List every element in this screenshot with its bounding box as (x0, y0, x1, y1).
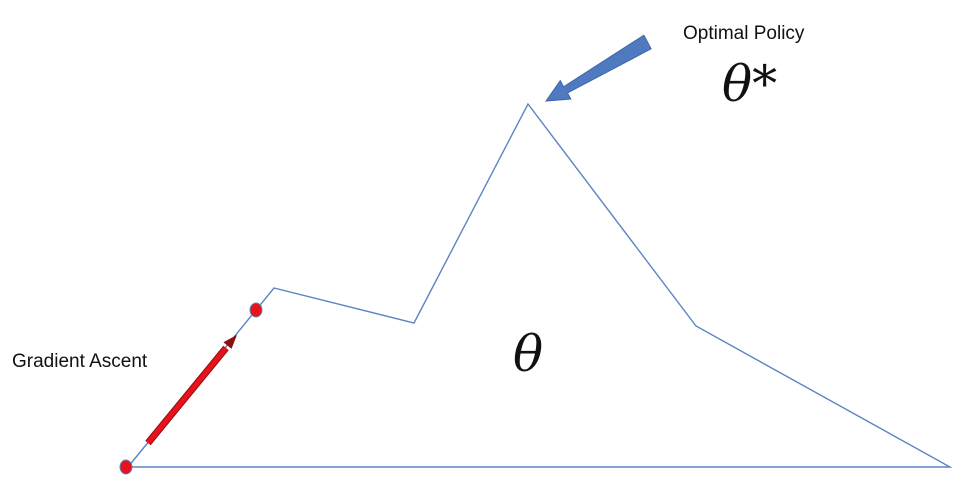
gradient-ascent-label: Gradient Ascent (12, 351, 148, 372)
next-point (249, 302, 263, 318)
red-arrow-shaft-fill (146, 346, 228, 445)
red-arrow-head (223, 334, 237, 349)
theta-label: θ (513, 325, 543, 383)
optimal-policy-arrow (544, 34, 652, 102)
theta-star-label: θ* (722, 55, 777, 113)
start-point (119, 459, 133, 475)
policy-landscape-outline (126, 102, 953, 468)
blue-arrow-shape (544, 34, 652, 102)
gradient-ascent-arrow (145, 334, 237, 446)
optimal-policy-label: Optimal Policy (683, 23, 805, 44)
